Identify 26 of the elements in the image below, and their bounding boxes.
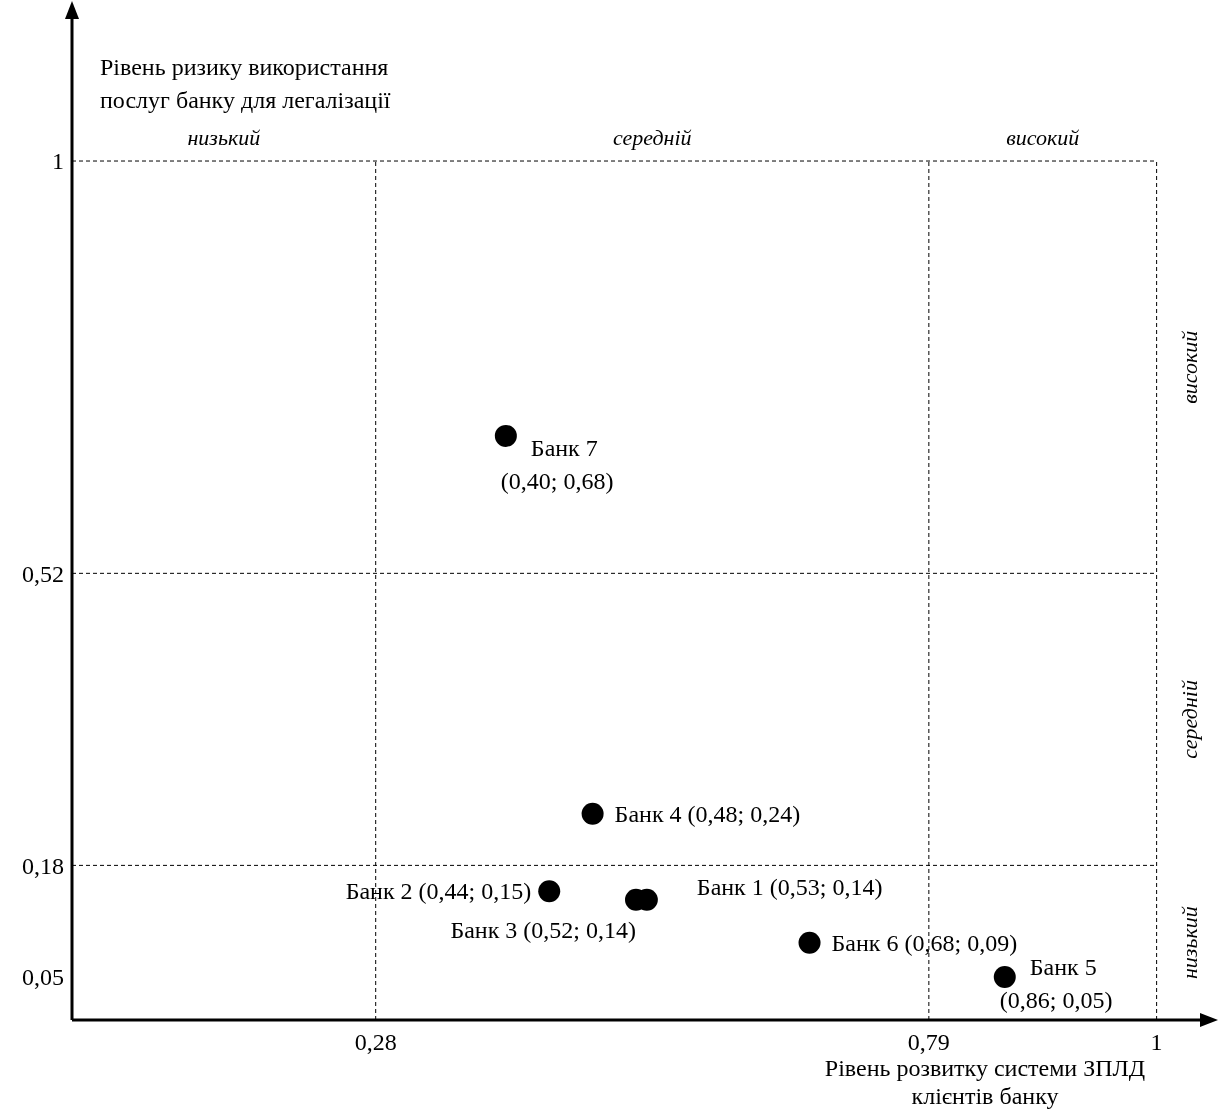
- x-axis-title: Рівень розвитку системи ЗПЛД клієнтів банку: [824, 1055, 1146, 1109]
- y-tick-label: 0,05: [22, 964, 64, 991]
- annotation: середній: [612, 125, 692, 151]
- x-tick-label: 0,79: [907, 1029, 950, 1055]
- data-label: Банк 3 (0,52; 0,14): [450, 916, 636, 943]
- point: [993, 966, 1016, 989]
- data-label: Банк 7 (0,40; 0,68): [500, 434, 614, 494]
- annotation: високий: [1006, 125, 1080, 151]
- data-label: Банк 4 (0,48; 0,24): [614, 800, 801, 827]
- y-tick-label: 0,18: [22, 852, 64, 879]
- annotation: низький: [1176, 906, 1202, 980]
- data-label: Банк 1 (0,53; 0,14): [696, 873, 883, 900]
- point: [494, 424, 517, 447]
- y-tick-label: 0,52: [22, 560, 64, 587]
- y-axis-title: Рівень ризику використання послуг банку для легалізації: [100, 54, 391, 113]
- x-tick-label: 1: [1150, 1029, 1163, 1055]
- x-tick-label: 0,28: [354, 1029, 397, 1055]
- point: [538, 880, 561, 903]
- annotation: високий: [1176, 330, 1202, 404]
- data-label: Банк 6 (0,68; 0,09): [831, 929, 1018, 956]
- point: [581, 802, 604, 825]
- data-label: Банк 2 (0,44; 0,15): [345, 878, 532, 905]
- annotation: середній: [1176, 680, 1202, 759]
- y-tick-label: 1: [52, 148, 64, 175]
- annotation: низький: [187, 125, 261, 151]
- point: [798, 931, 821, 954]
